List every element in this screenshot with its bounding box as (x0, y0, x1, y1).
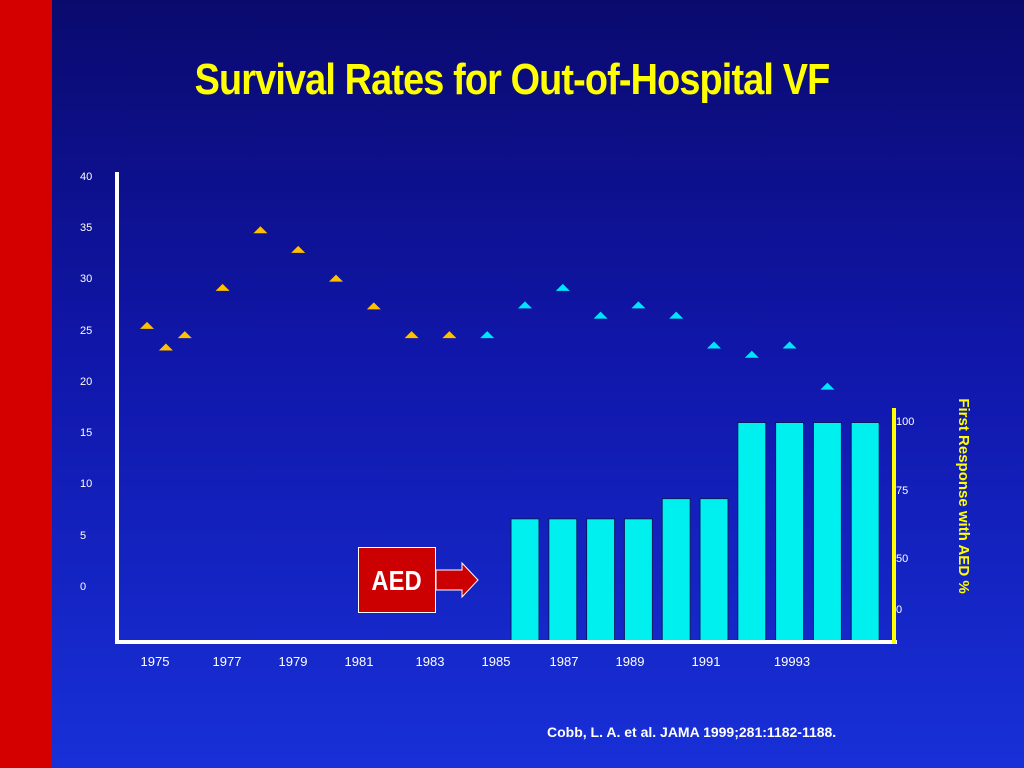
x-tick: 1991 (691, 654, 721, 669)
survival-marker (820, 382, 835, 390)
survival-marker (518, 301, 532, 309)
x-tick: 1981 (344, 654, 374, 669)
aed-bar (586, 518, 616, 643)
x-tick: 1983 (415, 654, 445, 669)
x-tick: 1977 (212, 654, 242, 669)
survival-marker (291, 245, 306, 253)
survival-marker (366, 302, 381, 310)
survival-marker (215, 283, 230, 291)
aed-arrow (435, 561, 479, 599)
y-tick-left: 5 (80, 530, 87, 542)
survival-marker (669, 311, 684, 319)
survival-marker (140, 321, 154, 329)
slide-title: Survival Rates for Out-of-Hospital VF (194, 55, 831, 104)
aed-bar (548, 518, 578, 643)
survival-marker (480, 331, 495, 339)
aed-label: AED (371, 565, 423, 596)
y-tick-left: 35 (80, 222, 93, 234)
aed-bar (737, 422, 767, 643)
aed-bars (510, 422, 880, 643)
aed-bar (510, 518, 540, 643)
x-tick: 1989 (615, 654, 645, 669)
survival-marker (782, 341, 797, 349)
aed-bar (699, 498, 729, 643)
y-tick-left: 25 (80, 325, 93, 337)
survival-marker (177, 331, 192, 339)
aed-bar (850, 422, 880, 643)
survival-marker (253, 226, 268, 234)
aed-bar (812, 422, 842, 643)
right-axis-label: First Response with AED % (955, 398, 972, 594)
x-tick: 19993 (773, 654, 811, 669)
survival-marker (744, 350, 759, 358)
y-tick-right: 100 (896, 416, 915, 428)
y-tick-right: 75 (896, 485, 909, 497)
y-tick-left: 0 (80, 581, 87, 593)
y-tick-left: 30 (80, 273, 93, 285)
y-tick-left: 10 (80, 478, 93, 490)
y-tick-left: 40 (80, 171, 93, 183)
y-tick-left: 20 (80, 376, 93, 388)
survival-marker (329, 274, 343, 282)
survival-markers (140, 226, 835, 390)
survival-marker (707, 341, 721, 349)
red-side-stripe (0, 0, 52, 768)
y-tick-right: 0 (896, 604, 903, 616)
survival-marker (442, 331, 457, 339)
survival-marker (555, 283, 570, 291)
aed-bar (623, 518, 653, 643)
survival-marker (631, 301, 646, 309)
survival-marker (158, 343, 173, 351)
aed-label-box: AED (358, 547, 436, 613)
aed-bar (775, 422, 805, 643)
survival-marker (404, 331, 419, 339)
x-tick: 1985 (481, 654, 511, 669)
citation: Cobb, L. A. et al. JAMA 1999;281:1182-11… (547, 724, 837, 740)
aed-bar (661, 498, 691, 643)
survival-marker (593, 311, 608, 319)
y-tick-left: 15 (80, 427, 93, 439)
x-tick: 1979 (278, 654, 308, 669)
x-tick: 1987 (549, 654, 579, 669)
y-tick-right: 50 (896, 553, 909, 565)
x-tick: 1975 (140, 654, 170, 669)
